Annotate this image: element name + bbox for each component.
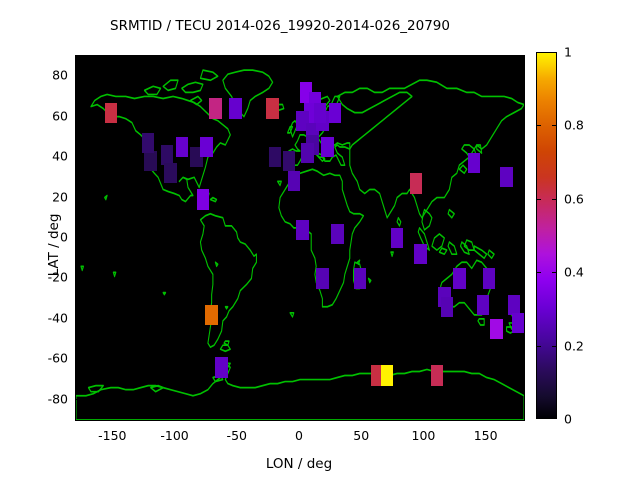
data-marker (316, 268, 329, 289)
data-marker (390, 227, 404, 249)
data-marker (190, 147, 203, 168)
y-tick-mark (75, 277, 80, 278)
colorbar-tick-label: 1 (564, 44, 572, 60)
x-tick-label: -150 (98, 428, 127, 443)
data-marker (196, 189, 210, 210)
data-marker (205, 304, 218, 325)
x-tick-mark (112, 414, 113, 419)
y-tick-label: 40 (52, 148, 68, 164)
y-tick-mark (75, 237, 80, 238)
x-tick-mark (175, 414, 176, 419)
y-tick-label: -80 (47, 391, 68, 407)
y-tick-label: 20 (52, 189, 68, 205)
data-marker (313, 102, 327, 123)
colorbar-tick-label: 0 (564, 411, 572, 427)
x-tick-mark (423, 414, 424, 419)
y-tick-label: 80 (52, 67, 68, 83)
colorbar-tick-label: 0.2 (564, 338, 584, 354)
colorbar (536, 52, 557, 419)
data-marker (164, 163, 177, 184)
data-marker (296, 219, 309, 241)
chart-title: SRMTID / TECU 2014-026_19920-2014-026_20… (110, 18, 450, 34)
data-marker (331, 223, 344, 245)
y-tick-label: -60 (47, 350, 68, 366)
colorbar-tick-mark (536, 199, 541, 200)
y-tick-mark (75, 358, 80, 359)
x-tick-mark (299, 414, 300, 419)
data-marker (490, 318, 503, 340)
y-tick-mark (75, 156, 80, 157)
data-marker (476, 294, 490, 315)
x-tick-label: 0 (295, 428, 303, 443)
y-tick-label: -20 (47, 269, 68, 285)
y-tick-mark (75, 116, 80, 117)
y-tick-mark (75, 399, 80, 400)
y-tick-mark (75, 318, 80, 319)
data-marker (482, 268, 496, 289)
x-tick-label: 50 (353, 428, 370, 443)
data-marker (507, 294, 521, 315)
x-tick-label: -50 (226, 428, 247, 443)
x-tick-mark (361, 414, 362, 419)
data-marker (215, 357, 228, 378)
x-axis-label: LON / deg (265, 456, 333, 472)
data-marker (200, 136, 213, 158)
colorbar-tick-label: 0.6 (564, 191, 584, 207)
data-marker (321, 136, 334, 158)
data-marker (370, 365, 384, 386)
data-marker-layer (76, 56, 524, 420)
x-tick-label: 150 (473, 428, 498, 443)
data-marker (266, 98, 279, 119)
data-marker (296, 110, 309, 131)
data-marker (268, 147, 282, 168)
data-marker (282, 151, 295, 172)
colorbar-tick-mark (552, 199, 557, 200)
data-marker (301, 142, 314, 164)
colorbar-tick-mark (552, 346, 557, 347)
plot-area (75, 55, 525, 421)
x-tick-label: 100 (411, 428, 436, 443)
data-marker (511, 312, 524, 334)
data-marker (414, 244, 427, 265)
colorbar-tick-mark (552, 272, 557, 273)
y-tick-label: 0 (60, 229, 68, 245)
colorbar-tick-mark (552, 125, 557, 126)
data-marker (229, 98, 242, 119)
y-tick-mark (75, 197, 80, 198)
data-marker (453, 268, 466, 289)
data-marker (328, 102, 342, 123)
colorbar-tick-label: 0.8 (564, 117, 584, 133)
data-marker (430, 365, 444, 386)
data-marker (380, 365, 394, 386)
data-marker (141, 132, 155, 154)
x-tick-label: -100 (160, 428, 189, 443)
colorbar-gradient (536, 52, 557, 419)
colorbar-tick-mark (536, 125, 541, 126)
data-marker (104, 102, 118, 123)
data-marker (160, 144, 174, 166)
x-tick-mark (237, 414, 238, 419)
data-marker (175, 136, 188, 158)
data-marker (287, 171, 300, 192)
colorbar-tick-mark (536, 272, 541, 273)
x-tick-mark (486, 414, 487, 419)
data-marker (409, 173, 422, 194)
colorbar-tick-mark (536, 346, 541, 347)
colorbar-tick-label: 0.4 (564, 264, 584, 280)
data-marker (209, 98, 222, 119)
data-marker (353, 268, 366, 289)
data-marker (144, 151, 157, 172)
y-tick-mark (75, 75, 80, 76)
y-tick-label: 60 (52, 108, 68, 124)
data-marker (500, 167, 513, 188)
y-tick-label: -40 (47, 310, 68, 326)
data-marker (468, 153, 481, 174)
data-marker (440, 296, 454, 317)
